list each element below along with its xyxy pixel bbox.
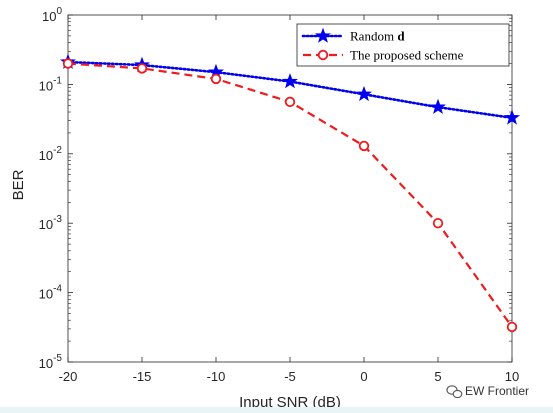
y-axis-label: BER: [10, 169, 27, 200]
y-tick-label: 10-4: [39, 284, 63, 302]
x-tick-label: -10: [207, 369, 226, 384]
data-point: [506, 321, 518, 333]
y-tick-exponent: -3: [53, 214, 62, 225]
x-axis-label: Input SNR (dB): [239, 394, 341, 411]
x-tick-label: 5: [434, 369, 441, 384]
data-point: [284, 96, 296, 108]
legend-label: The proposed scheme: [350, 48, 464, 63]
y-tick-label: 100: [42, 6, 62, 24]
legend-label-bold: d: [397, 29, 405, 44]
series-2: [62, 58, 518, 333]
x-tick-label: -20: [59, 369, 78, 384]
y-tick-exponent: -5: [53, 353, 62, 364]
data-point: [432, 217, 444, 229]
bottom-strip: [0, 407, 553, 413]
legend-label: Random d: [350, 29, 405, 44]
data-point: [136, 63, 148, 74]
legend-box: [296, 23, 510, 67]
watermark-text: EW Frontier: [465, 384, 529, 398]
legend-label-text: Random: [350, 29, 397, 44]
y-tick-exponent: -2: [53, 145, 62, 156]
legend-entry-2: The proposed scheme: [303, 48, 464, 63]
data-point: [62, 58, 74, 69]
x-tick-label: -5: [284, 369, 296, 384]
watermark: EW Frontier: [446, 384, 529, 399]
legend-entry-1: Random d: [301, 27, 405, 44]
y-tick-exponent: 0: [56, 6, 62, 17]
x-tick-label: -15: [133, 369, 152, 384]
x-tick-label: 0: [360, 369, 367, 384]
y-tick-label: 10-3: [39, 214, 63, 232]
wechat-icon: [446, 385, 463, 399]
data-point: [356, 85, 372, 102]
data-point: [504, 109, 520, 125]
data-point: [358, 140, 370, 152]
legend: Random d The proposed scheme: [296, 23, 510, 67]
y-tick-label: 10-1: [39, 75, 63, 93]
data-point: [210, 73, 222, 85]
legend-marker: [317, 49, 329, 61]
data-point: [282, 73, 298, 89]
y-tick-exponent: -4: [53, 284, 62, 295]
legend-marker: [315, 27, 331, 43]
x-tick-label: 10: [505, 369, 519, 384]
series-group: [60, 53, 520, 333]
y-tick-label: 10-2: [39, 145, 63, 163]
data-point: [430, 98, 446, 114]
legend-label-text: The proposed scheme: [350, 48, 464, 63]
y-tick-exponent: -1: [53, 75, 62, 86]
